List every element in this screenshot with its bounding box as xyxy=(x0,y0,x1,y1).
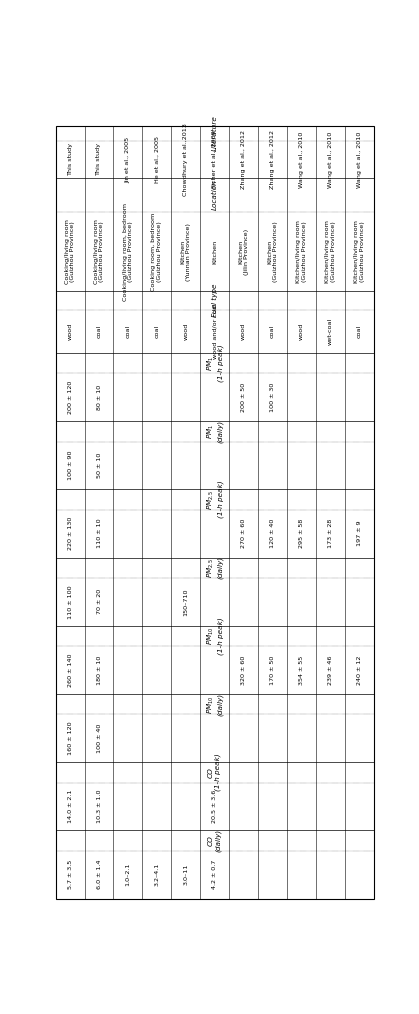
Text: 320 ± 60: 320 ± 60 xyxy=(241,655,246,684)
Text: Kitchen/living room
(Guizhou Province): Kitchen/living room (Guizhou Province) xyxy=(296,220,307,283)
Text: 270 ± 60: 270 ± 60 xyxy=(241,519,246,549)
Text: Cooking/living room, bedroom
(Guizhou Province): Cooking/living room, bedroom (Guizhou Pr… xyxy=(122,203,133,300)
Text: wood: wood xyxy=(183,322,188,340)
Text: 110 ± 10: 110 ± 10 xyxy=(96,519,101,549)
Text: Wang et al., 2010: Wang et al., 2010 xyxy=(357,131,362,188)
Text: CO
(1-h peak): CO (1-h peak) xyxy=(208,753,222,791)
Text: PM$_1$
(1-h peak): PM$_1$ (1-h peak) xyxy=(206,345,224,382)
Text: wood and/or coal: wood and/or coal xyxy=(212,303,217,359)
Text: Wang et al., 2010: Wang et al., 2010 xyxy=(328,131,333,188)
Text: Zhang et al., 2012: Zhang et al., 2012 xyxy=(270,130,275,189)
Text: Kitchen: Kitchen xyxy=(212,239,217,264)
Text: 100 ± 40: 100 ± 40 xyxy=(96,724,101,753)
Text: PM$_{10}$
(daily): PM$_{10}$ (daily) xyxy=(206,693,224,716)
Text: coal: coal xyxy=(125,324,130,338)
Text: Zhang et al., 2012: Zhang et al., 2012 xyxy=(241,130,246,189)
Text: 120 ± 40: 120 ± 40 xyxy=(270,519,275,549)
Text: 160 ± 120: 160 ± 120 xyxy=(67,722,72,755)
Text: wood: wood xyxy=(299,322,304,340)
Text: 3.2–4.1: 3.2–4.1 xyxy=(154,863,159,886)
Text: PM$_{10}$
(1-h peak): PM$_{10}$ (1-h peak) xyxy=(206,618,224,655)
Text: 20.5 ± 3.6: 20.5 ± 3.6 xyxy=(212,790,217,823)
Text: PM$_{2.5}$
(daily): PM$_{2.5}$ (daily) xyxy=(206,557,224,579)
Text: He et al., 2005: He et al., 2005 xyxy=(154,136,159,183)
Text: 110 ± 100: 110 ± 100 xyxy=(67,585,72,619)
Text: 3.0–11: 3.0–11 xyxy=(183,864,188,885)
Text: This study: This study xyxy=(96,143,101,176)
Text: Kitchen
(Guizhou Province): Kitchen (Guizhou Province) xyxy=(267,221,278,282)
Text: 295 ± 58: 295 ± 58 xyxy=(299,519,304,549)
Text: Ficher et al., 2009: Ficher et al., 2009 xyxy=(212,131,217,189)
Text: 70 ± 20: 70 ± 20 xyxy=(96,589,101,614)
Text: Cooking room, bedroom
(Guizhou Province): Cooking room, bedroom (Guizhou Province) xyxy=(152,213,162,291)
Text: 180 ± 10: 180 ± 10 xyxy=(96,655,101,684)
Text: PM$_1$
(daily): PM$_1$ (daily) xyxy=(206,420,224,443)
Text: wood: wood xyxy=(241,322,246,340)
Text: wood: wood xyxy=(67,322,72,340)
Text: 170 ± 50: 170 ± 50 xyxy=(270,655,275,684)
Text: 200 ± 120: 200 ± 120 xyxy=(67,380,72,414)
Text: 220 ± 130: 220 ± 130 xyxy=(67,517,72,551)
Text: Literature: Literature xyxy=(212,116,218,151)
Text: 50 ± 10: 50 ± 10 xyxy=(96,453,101,479)
Text: coal: coal xyxy=(154,324,159,338)
Text: This study: This study xyxy=(67,143,72,176)
Text: 5.7 ± 3.5: 5.7 ± 3.5 xyxy=(67,860,72,889)
Text: Jin et al., 2005: Jin et al., 2005 xyxy=(125,137,130,183)
Text: Kitchen/living room
(Guizhou Province): Kitchen/living room (Guizhou Province) xyxy=(325,220,336,283)
Text: 100 ± 30: 100 ± 30 xyxy=(270,382,275,412)
Text: Cooking/living room
(Guizhou Province): Cooking/living room (Guizhou Province) xyxy=(93,219,104,284)
Text: 6.0 ± 1.4: 6.0 ± 1.4 xyxy=(96,860,101,889)
Text: 4.2 ± 0.7: 4.2 ± 0.7 xyxy=(212,860,217,889)
Text: PM$_{2.5}$
(1-h peak): PM$_{2.5}$ (1-h peak) xyxy=(206,481,224,518)
Text: 14.0 ± 2.1: 14.0 ± 2.1 xyxy=(67,790,72,823)
Text: 239 ± 46: 239 ± 46 xyxy=(328,655,333,684)
Text: 100 ± 90: 100 ± 90 xyxy=(67,450,72,481)
Text: 150–710: 150–710 xyxy=(183,588,188,615)
Text: CO
(daily): CO (daily) xyxy=(208,829,222,852)
Text: 197 ± 9: 197 ± 9 xyxy=(357,521,362,547)
Text: Kitchen
(Jilin Province): Kitchen (Jilin Province) xyxy=(238,228,249,275)
Text: Location: Location xyxy=(212,179,218,210)
Text: coal: coal xyxy=(357,324,362,338)
Text: 200 ± 50: 200 ± 50 xyxy=(241,382,246,412)
Text: 1.0–2.1: 1.0–2.1 xyxy=(125,863,130,886)
Text: Cooking/living room
(Guizhou Province): Cooking/living room (Guizhou Province) xyxy=(65,219,75,284)
Text: Kitchen
(Yunnan Province): Kitchen (Yunnan Province) xyxy=(181,223,191,281)
Text: Kitchen/living room
(Guizhou Province): Kitchen/living room (Guizhou Province) xyxy=(354,220,365,283)
Text: 260 ± 140: 260 ± 140 xyxy=(67,653,72,686)
Text: Chowdhury et al.,2013: Chowdhury et al.,2013 xyxy=(183,123,188,196)
Text: Fuel type: Fuel type xyxy=(212,284,218,317)
Text: 354 ± 55: 354 ± 55 xyxy=(299,655,304,684)
Text: wet-coal: wet-coal xyxy=(328,317,333,345)
Text: 80 ± 10: 80 ± 10 xyxy=(96,384,101,410)
Text: 173 ± 28: 173 ± 28 xyxy=(328,519,333,549)
Text: Wang et al., 2010: Wang et al., 2010 xyxy=(299,131,304,188)
Text: 10.3 ± 1.0: 10.3 ± 1.0 xyxy=(96,790,101,823)
Text: coal: coal xyxy=(270,324,275,338)
Text: coal: coal xyxy=(96,324,101,338)
Text: 240 ± 12: 240 ± 12 xyxy=(357,655,362,684)
